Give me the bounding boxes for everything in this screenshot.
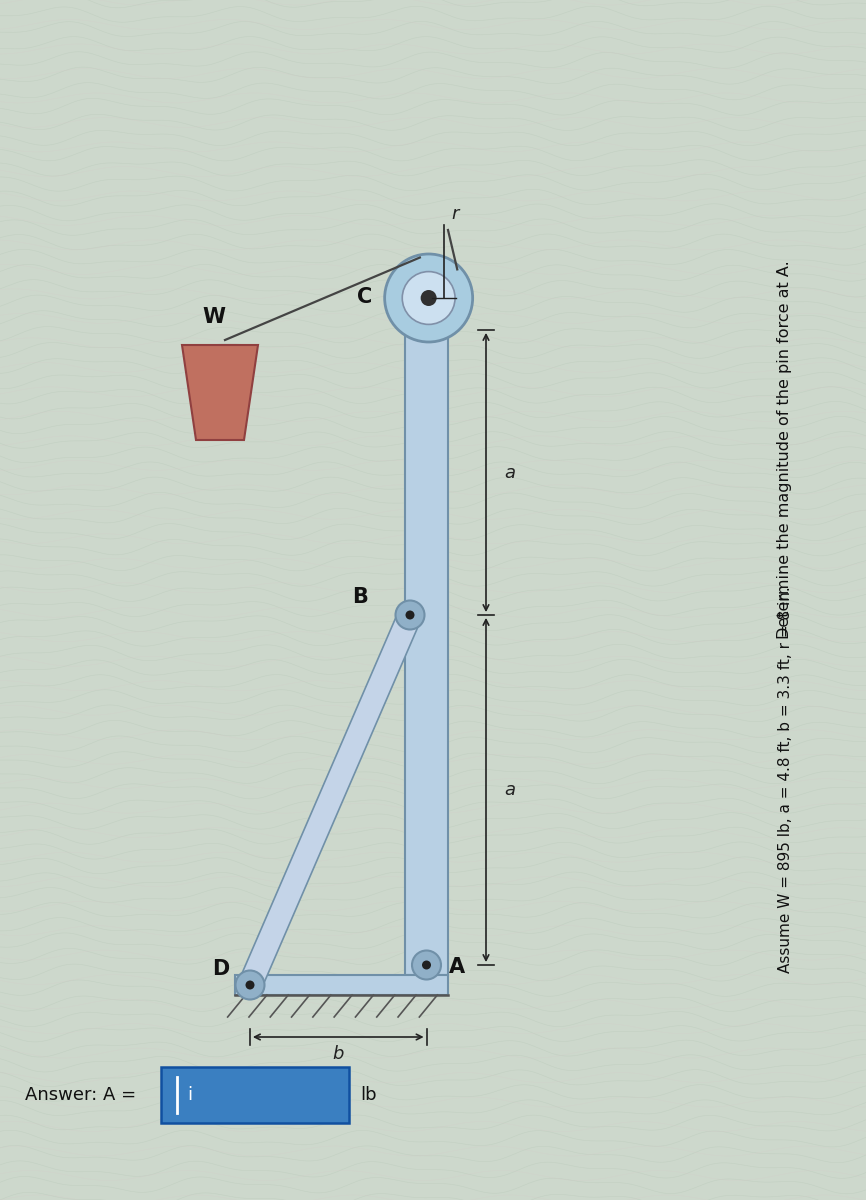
Polygon shape: [239, 611, 421, 990]
Text: Determine the magnitude of the pin force at A.: Determine the magnitude of the pin force…: [778, 260, 792, 640]
Bar: [405, 270, 448, 974]
Text: D: D: [212, 959, 229, 979]
Text: Answer: A =: Answer: A =: [25, 1086, 142, 1104]
Text: lb: lb: [360, 1086, 377, 1104]
Circle shape: [412, 950, 441, 979]
Text: B: B: [352, 587, 368, 607]
Bar: [235, 974, 448, 995]
Circle shape: [421, 290, 436, 306]
Text: b: b: [333, 1045, 344, 1063]
Circle shape: [245, 980, 255, 990]
Text: a: a: [504, 463, 515, 481]
Text: A: A: [449, 958, 465, 977]
Text: C: C: [357, 287, 372, 307]
Text: a: a: [504, 781, 515, 799]
Circle shape: [405, 611, 415, 619]
Text: i: i: [187, 1086, 192, 1104]
FancyBboxPatch shape: [161, 1067, 349, 1123]
Circle shape: [402, 271, 455, 324]
Polygon shape: [182, 344, 258, 440]
Text: W: W: [202, 307, 225, 326]
Circle shape: [385, 254, 473, 342]
Circle shape: [396, 600, 424, 630]
Text: r: r: [452, 205, 459, 223]
Circle shape: [236, 971, 264, 1000]
Text: Assume W = 895 lb, a = 4.8 ft, b = 3.3 ft, r = 8 in.: Assume W = 895 lb, a = 4.8 ft, b = 3.3 f…: [778, 587, 792, 973]
Circle shape: [422, 960, 431, 970]
